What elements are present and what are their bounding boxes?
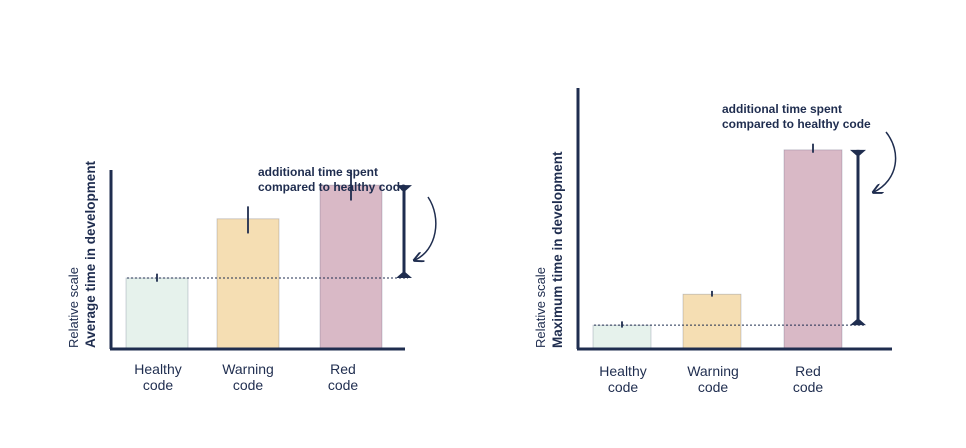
annotation-arrow [415,196,437,260]
annotation-line-1: additional time spent [258,165,378,179]
x-tick-label-red: Red [795,363,821,379]
y-axis-label-scale: Relative scale [66,267,81,348]
bar-healthy [592,324,652,350]
difference-bracket [850,149,866,326]
x-tick-label-warning-2: code [233,377,264,393]
difference-bracket [396,185,412,279]
x-tick-label-healthy: Healthy [599,363,646,379]
x-tick-label-red: Red [330,361,356,377]
y-axis-label: Average time in development [83,160,98,348]
bar-healthy [125,277,189,350]
x-tick-label-warning: Warning [687,363,739,379]
bar-red [319,184,383,350]
bracket-cap-bottom [396,271,412,279]
bracket-cap-bottom [850,318,866,326]
annotation-line-2: compared to healthy code [722,117,871,131]
x-tick-label-healthy-2: code [143,377,174,393]
bar-warning [682,293,742,350]
x-tick-label-red-2: code [793,379,824,395]
bar-warning [216,218,280,350]
annotation-arrow [874,131,897,192]
x-tick-label-healthy: Healthy [134,361,181,377]
chart-maximum-time: Relative scale Maximum time in developme… [522,88,900,402]
bracket-cap-top [850,149,866,157]
annotation-line-2: compared to healthy code [258,180,407,194]
x-tick-label-healthy-2: code [608,379,639,395]
annotation-line-1: additional time spent [722,102,842,116]
bracket-cap-top [396,185,412,193]
x-tick-label-warning: Warning [222,361,274,377]
y-axis-label: Maximum time in development [550,151,565,348]
x-tick-label-red-2: code [328,377,359,393]
chart-average-time: Relative scale Average time in developme… [55,90,437,402]
bars-group [592,143,866,350]
x-tick-label-warning-2: code [698,379,729,395]
y-axis-label-scale: Relative scale [533,267,548,348]
bar-red [783,149,843,350]
